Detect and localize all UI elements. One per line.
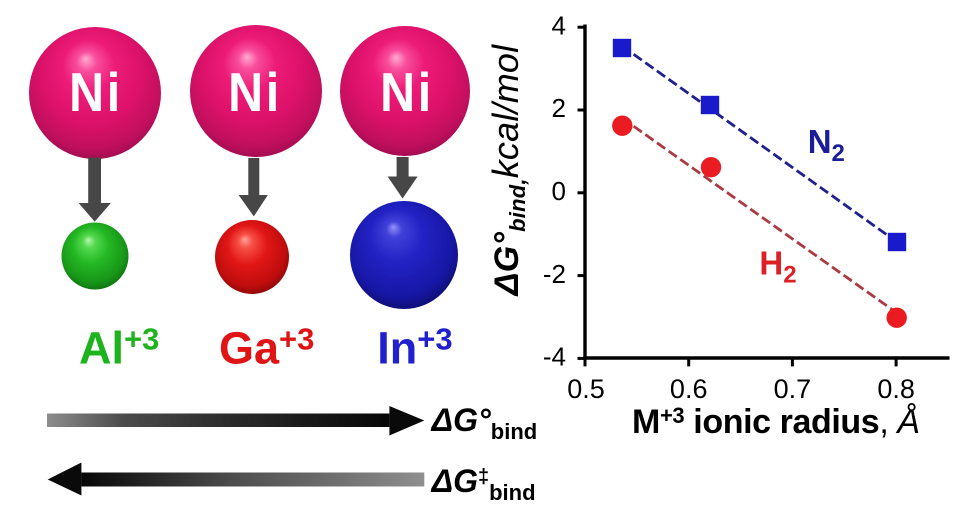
svg-text:0.8: 0.8	[877, 374, 915, 404]
svg-text:Al+3: Al+3	[79, 322, 159, 374]
svg-text:4: 4	[552, 10, 566, 40]
svg-text:-4: -4	[543, 342, 566, 372]
svg-text:ΔG‡bind: ΔG‡bind	[431, 463, 536, 505]
svg-text:Ni: Ni	[228, 61, 282, 123]
svg-text:-2: -2	[543, 259, 566, 289]
svg-text:0: 0	[552, 176, 566, 206]
svg-text:0.6: 0.6	[670, 374, 708, 404]
svg-text:Ni: Ni	[380, 61, 434, 123]
svg-text:Ni: Ni	[69, 61, 123, 123]
svg-text:2: 2	[552, 93, 566, 123]
svg-text:ΔG°bind,kcal/mol: ΔG°bind,kcal/mol	[485, 44, 530, 297]
svg-text:0.7: 0.7	[774, 374, 812, 404]
svg-text:ΔG°bind: ΔG°bind	[431, 402, 538, 444]
svg-text:0.5: 0.5	[567, 374, 605, 404]
